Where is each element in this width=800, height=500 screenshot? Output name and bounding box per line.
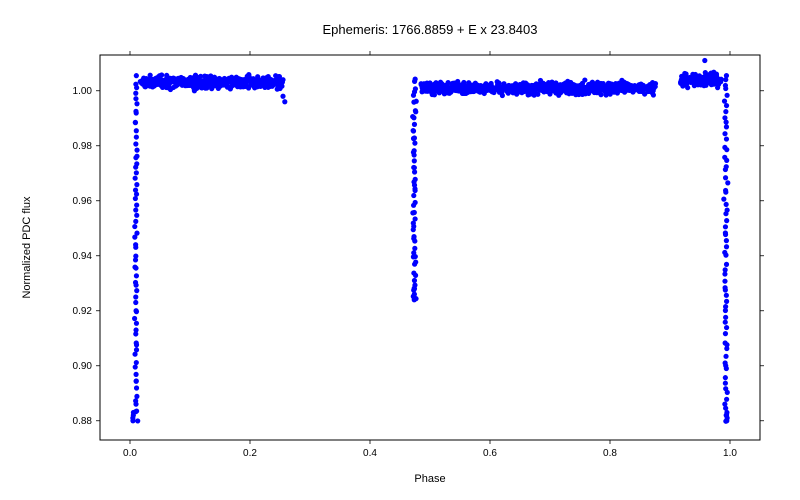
svg-text:0.92: 0.92 (73, 306, 93, 317)
svg-text:0.94: 0.94 (73, 251, 93, 262)
y-axis-label: Normalized PDC flux (21, 196, 33, 299)
chart-title: Ephemeris: 1766.8859 + E x 23.8403 (322, 22, 537, 37)
svg-text:0.2: 0.2 (243, 448, 257, 459)
svg-text:1.0: 1.0 (723, 448, 737, 459)
svg-text:0.98: 0.98 (73, 141, 93, 152)
svg-text:0.0: 0.0 (123, 448, 137, 459)
svg-text:0.6: 0.6 (483, 448, 497, 459)
phase-light-curve-chart: 0.0 0.2 0.4 0.6 0.8 1.0 0.88 0.90 0.92 0.94 0.96 0.… (0, 0, 800, 500)
x-axis-label: Phase (414, 473, 445, 485)
svg-text:0.4: 0.4 (363, 448, 377, 459)
scatter-plot-svg: 0.0 0.2 0.4 0.6 0.8 1.0 0.88 0.90 0.92 0.94 0.96 0.… (0, 0, 800, 500)
svg-text:1.00: 1.00 (73, 86, 93, 97)
svg-text:0.88: 0.88 (73, 416, 93, 427)
svg-text:0.8: 0.8 (603, 448, 617, 459)
svg-text:0.96: 0.96 (73, 196, 93, 207)
svg-text:0.90: 0.90 (73, 361, 93, 372)
